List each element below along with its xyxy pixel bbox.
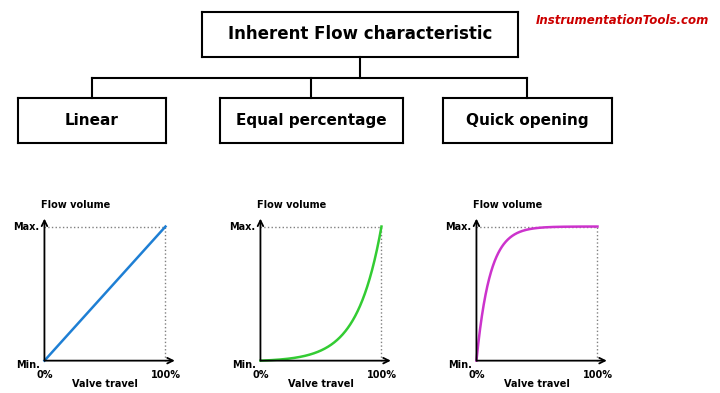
Text: Min.: Min. [232,360,256,370]
Text: Max.: Max. [14,222,40,231]
Text: Valve travel: Valve travel [504,379,570,389]
Text: Min.: Min. [448,360,472,370]
Text: Valve travel: Valve travel [72,379,138,389]
Text: 0%: 0% [468,370,485,380]
Text: 100%: 100% [150,370,181,380]
Text: Max.: Max. [230,222,256,231]
Text: Min.: Min. [16,360,40,370]
Text: Flow volume: Flow volume [257,200,326,210]
Text: 100%: 100% [582,370,613,380]
Text: Flow volume: Flow volume [473,200,542,210]
Text: Linear: Linear [65,113,119,129]
Text: Valve travel: Valve travel [288,379,354,389]
Text: Inherent Flow characteristic: Inherent Flow characteristic [228,26,492,43]
Text: 0%: 0% [252,370,269,380]
Text: Quick opening: Quick opening [466,113,589,129]
Text: Max.: Max. [446,222,472,231]
Text: 100%: 100% [366,370,397,380]
Text: Flow volume: Flow volume [41,200,110,210]
Text: 0%: 0% [36,370,53,380]
Text: InstrumentationTools.com: InstrumentationTools.com [536,14,709,27]
Text: Equal percentage: Equal percentage [236,113,387,129]
